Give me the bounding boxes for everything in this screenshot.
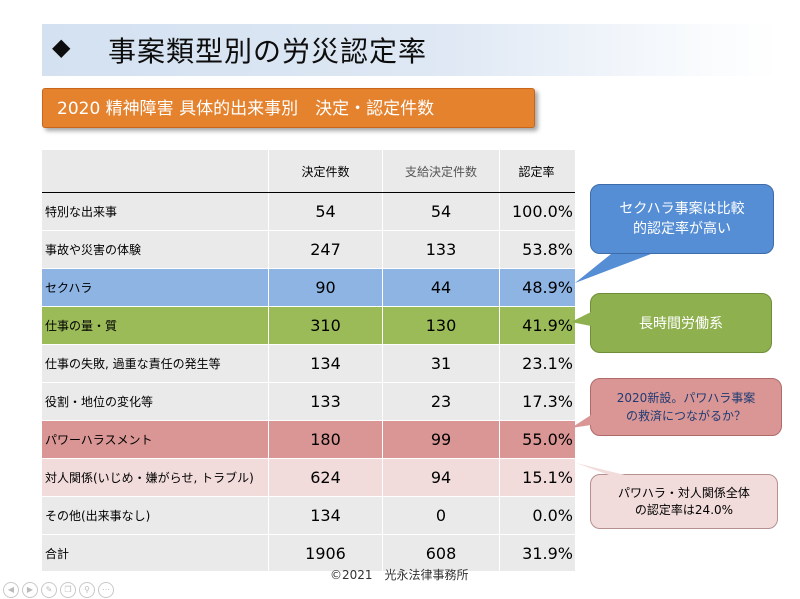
row-rate: 100.0% [499, 192, 575, 231]
row-approved: 44 [382, 268, 500, 307]
row-approved: 99 [382, 420, 500, 459]
row-decided: 133 [268, 382, 383, 421]
callout-long-hours: 長時間労働系 [571, 293, 772, 353]
callout-text-line2: 的認定率が高い [633, 221, 731, 237]
section-subtitle: 2020 精神障害 具体的出来事別 決定・認定件数 [42, 88, 535, 128]
table-row: その他(出来事なし) 134 0 0.0% [42, 496, 575, 535]
title-bar [42, 24, 779, 76]
table-row: 特別な出来事 54 54 100.0% [42, 192, 575, 231]
row-rate: 17.3% [499, 382, 575, 421]
table-row: セクハラ 90 44 48.9% [42, 268, 575, 307]
row-label: パワーハラスメント [42, 420, 269, 459]
total-decided: 1906 [268, 534, 383, 571]
row-label: 役割・地位の変化等 [42, 382, 269, 421]
certification-table: 決定件数 支給決定件数 認定率 特別な出来事 54 54 100.0% 事故や災… [42, 150, 575, 571]
zoom-icon[interactable]: ⚲ [79, 582, 95, 598]
row-label: 仕事の失敗, 過重な責任の発生等 [42, 344, 269, 383]
total-approved: 608 [382, 534, 500, 571]
callout-sexual-harassment: セクハラ事案は比較 的認定率が高い [575, 184, 774, 283]
row-rate: 53.8% [499, 230, 575, 269]
row-decided: 180 [268, 420, 383, 459]
table-row: 役割・地位の変化等 133 23 17.3% [42, 382, 575, 421]
page-title: 事案類型別の労災認定率 [108, 35, 428, 68]
row-rate: 48.9% [499, 268, 575, 307]
row-label: その他(出来事なし) [42, 496, 269, 535]
row-label: セクハラ [42, 268, 269, 307]
callout-pointer [575, 254, 651, 283]
row-rate: 23.1% [499, 344, 575, 383]
row-decided: 624 [268, 458, 383, 497]
row-decided: 134 [268, 344, 383, 383]
row-label: 事故や災害の体験 [42, 230, 269, 269]
row-label: 対人関係(いじめ・嫌がらせ, トラブル) [42, 458, 269, 497]
back-icon[interactable]: ◀ [3, 582, 19, 598]
table-row: 対人関係(いじめ・嫌がらせ, トラブル) 624 94 15.1% [42, 458, 575, 497]
header-rate: 認定率 [499, 150, 575, 193]
header-approved: 支給決定件数 [382, 150, 500, 193]
slide-toolbar: ◀ ▶ ✎ ❐ ⚲ ⋯ [3, 582, 114, 598]
copy-icon[interactable]: ❐ [60, 582, 76, 598]
row-rate: 41.9% [499, 306, 575, 345]
row-approved: 23 [382, 382, 500, 421]
row-approved: 54 [382, 192, 500, 231]
callout-text-line1: パワハラ・対人関係全体 [618, 485, 750, 500]
total-rate: 31.9% [499, 534, 575, 571]
row-decided: 247 [268, 230, 383, 269]
callout-pointer [571, 415, 591, 428]
row-label: 特別な出来事 [42, 192, 269, 231]
table-total-row: 合計 1906 608 31.9% [42, 534, 575, 571]
callout-pointer [571, 312, 591, 326]
callout-pointer [576, 463, 625, 475]
table-row: パワーハラスメント 180 99 55.0% [42, 420, 575, 459]
row-approved: 31 [382, 344, 500, 383]
callout-power-harassment: 2020新設。パワハラ事案 の救済につながるか？ [571, 378, 782, 436]
header-decided: 決定件数 [268, 150, 383, 193]
row-rate: 55.0% [499, 420, 575, 459]
callout-text: 長時間労働系 [639, 316, 723, 332]
callout-text-line1: 2020新設。パワハラ事案 [616, 391, 756, 405]
table-row: 仕事の失敗, 過重な責任の発生等 134 31 23.1% [42, 344, 575, 383]
callout-text-line2: の救済につながるか？ [625, 409, 746, 423]
total-label: 合計 [42, 534, 269, 571]
row-approved: 133 [382, 230, 500, 269]
table-row: 事故や災害の体験 247 133 53.8% [42, 230, 575, 269]
header-label [42, 150, 269, 193]
copyright-footer: ©2021 光永法律事務所 [330, 568, 469, 582]
row-decided: 90 [268, 268, 383, 307]
callout-text-line2: の認定率は24.0% [634, 502, 734, 517]
table-header-row: 決定件数 支給決定件数 認定率 [42, 150, 575, 193]
table-row: 仕事の量・質 310 130 41.9% [42, 306, 575, 345]
callout-combined-rate: パワハラ・対人関係全体 の認定率は24.0% [576, 463, 778, 529]
callout-text-line1: セクハラ事案は比較 [619, 201, 745, 217]
row-rate: 15.1% [499, 458, 575, 497]
row-approved: 94 [382, 458, 500, 497]
forward-icon[interactable]: ▶ [22, 582, 38, 598]
row-approved: 130 [382, 306, 500, 345]
row-label: 仕事の量・質 [42, 306, 269, 345]
pen-icon[interactable]: ✎ [41, 582, 57, 598]
row-rate: 0.0% [499, 496, 575, 535]
row-approved: 0 [382, 496, 500, 535]
more-icon[interactable]: ⋯ [98, 582, 114, 598]
row-decided: 310 [268, 306, 383, 345]
row-decided: 54 [268, 192, 383, 231]
title-bullet-icon: ◆ [52, 33, 71, 61]
row-decided: 134 [268, 496, 383, 535]
